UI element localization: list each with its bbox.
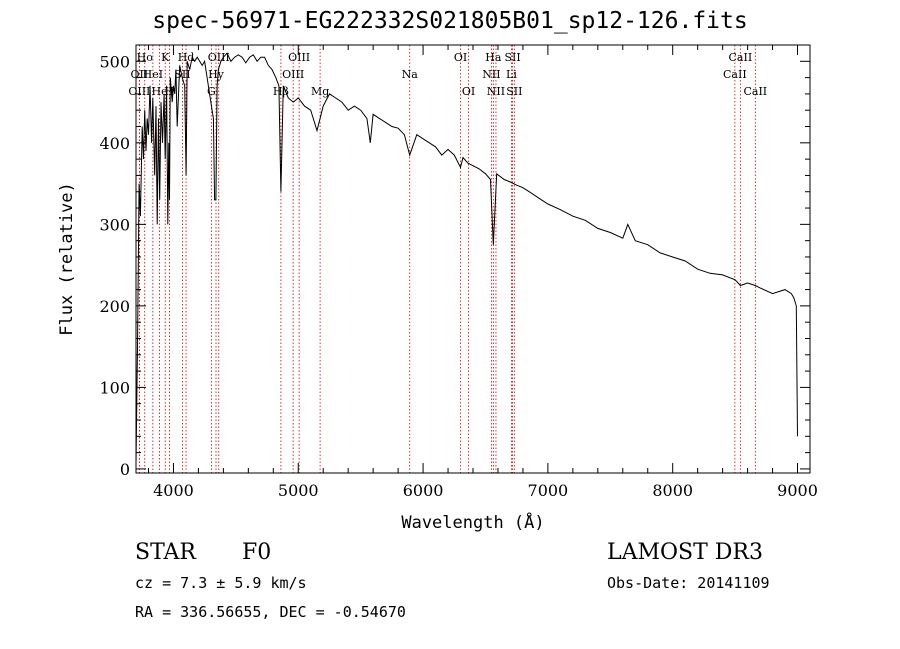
y-axis-label: Flux (relative) [57,182,77,336]
coordinates: RA = 336.56655, DEC = -0.54670 [135,603,406,621]
line-marker-label: CaII [723,68,747,81]
x-axis-label: Wavelength (Å) [401,511,544,533]
line-marker-label: OII [131,68,149,81]
line-marker-label: CaII [743,85,767,98]
line-marker-label: Ho [137,51,154,64]
line-marker-label: Na [402,68,419,81]
line-marker-label: SII [504,51,520,64]
line-marker-label: SII [174,68,190,81]
x-tick-label: 4000 [153,481,194,500]
object-subclass: F0 [242,540,272,565]
chart-title: spec-56971-EG222332S021805B01_sp12-126.f… [152,8,748,34]
line-marker-label: Hd [178,51,195,64]
x-tick-label: 7000 [528,481,569,500]
survey-name: LAMOST DR3 [607,540,763,565]
y-tick-label: 500 [99,52,130,71]
y-tick-label: 200 [99,297,130,316]
line-marker-label: NII [487,85,505,98]
line-marker-label: K [161,51,170,64]
line-marker-label: HeI [143,68,163,81]
y-tick-label: 100 [99,378,130,397]
line-marker-label: NII [482,68,500,81]
line-marker-label: Li [506,68,517,81]
obs-date: Obs-Date: 20141109 [607,574,770,592]
line-marker-label: G [207,85,216,98]
line-marker-label: Mg [311,85,329,98]
line-marker-label: Hy [208,68,225,81]
line-marker-label: OI [454,51,467,64]
x-tick-label: 5000 [278,481,319,500]
line-marker-label: OI [462,85,475,98]
y-tick-label: 0 [120,460,130,479]
plot-frame [135,44,811,474]
redshift-cz: cz = 7.3 ± 5.9 km/s [135,574,307,592]
spectrum-line [135,52,798,465]
line-marker-label: OIII [288,51,310,64]
object-type: STAR [135,540,196,565]
line-marker-label: CaII [729,51,753,64]
x-tick-label: 8000 [652,481,693,500]
x-tick-label: 6000 [403,481,444,500]
line-marker-label: OIII [208,51,230,64]
line-marker-label: SII [506,85,522,98]
line-markers [138,45,756,473]
y-tick-label: 400 [99,134,130,153]
line-marker-label: OIII [282,68,304,81]
y-axis: 0 100 200 300 400 500 [99,44,810,479]
line-marker-label: Hβ [273,85,289,98]
x-axis: 4000 5000 6000 7000 8000 9000 [147,45,818,500]
line-marker-label: OIII [128,85,150,98]
x-tick-label: 9000 [777,481,818,500]
line-marker-label: Ha [485,51,502,64]
y-tick-label: 300 [99,215,130,234]
line-marker-label: H [165,85,175,98]
